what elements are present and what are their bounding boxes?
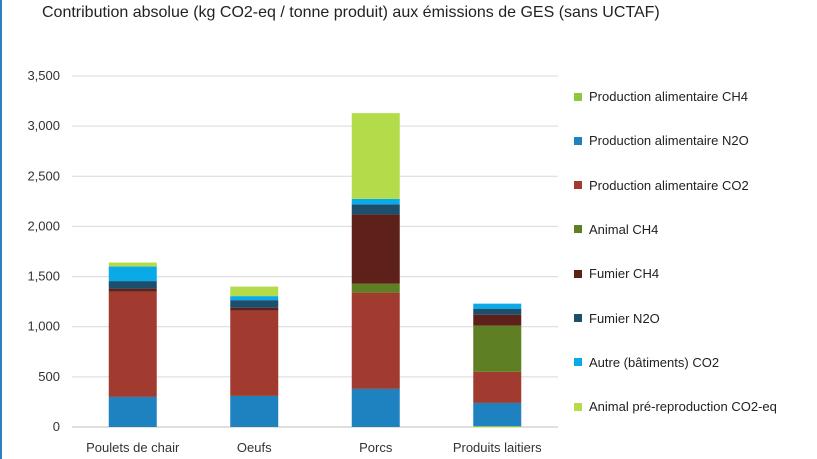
y-tick-label: 2,000 (27, 218, 60, 233)
y-tick-label: 1,500 (27, 269, 60, 284)
bar-segment (473, 308, 522, 315)
y-tick-label: 500 (38, 369, 60, 384)
legend-item: Production alimentaire CH4 (574, 89, 748, 104)
y-tick-label: 1,000 (27, 319, 60, 334)
chart-plot: 0 500 1,000 1,500 2,000 2,500 3,000 3,500 Poulet… (27, 68, 558, 455)
legend-swatch (574, 358, 582, 367)
bar-segment (473, 325, 522, 372)
bar-segment (473, 303, 522, 309)
legend-label: Production alimentaire CO2 (589, 177, 749, 193)
bar-segment (473, 371, 522, 403)
bar-segment (108, 266, 157, 282)
x-tick-label: Poulets de chair (86, 440, 180, 455)
legend-swatch (574, 402, 582, 411)
bar-segment (108, 262, 157, 267)
x-tick-label: Produits laitiers (453, 440, 542, 455)
chart-legend: Production alimentaire CH4 Production ali… (574, 0, 814, 459)
x-tick-label: Porcs (359, 440, 393, 455)
y-tick-label: 2,500 (27, 168, 60, 183)
bar-segment (230, 300, 279, 308)
legend-label: Animal CH4 (589, 221, 659, 237)
bar-segment (351, 113, 400, 199)
bar-segment (473, 314, 522, 326)
legend-label: Autre (bâtiments) CO2 (589, 354, 720, 370)
bar-segment (351, 214, 400, 284)
legend-label: Animal pré-reproduction CO2-eq (589, 399, 777, 415)
y-tick-label: 3,000 (27, 118, 60, 133)
bar-segment (230, 307, 279, 311)
bar-segment (351, 388, 400, 427)
legend-item: Autre (bâtiments) CO2 (574, 355, 719, 370)
bar-segment (351, 204, 400, 215)
legend-swatch (574, 136, 582, 145)
bar-segment (108, 291, 157, 397)
legend-swatch (574, 92, 582, 101)
legend-label: Production alimentaire CH4 (589, 89, 748, 104)
x-tick-label: Oeufs (237, 440, 272, 455)
bar-segment (473, 402, 522, 426)
bar-segment (351, 198, 400, 205)
legend-swatch (574, 269, 582, 278)
legend-label: Production alimentaire N2O (589, 133, 749, 149)
bar-segment (230, 296, 279, 301)
bar-segment (230, 310, 279, 396)
legend-item: Production alimentaire N2O (574, 133, 749, 148)
legend-item: Fumier N2O (574, 311, 660, 326)
bar-segment (230, 395, 279, 427)
chart-title: Contribution absolue (kg CO2-eq / tonne … (42, 4, 660, 21)
y-tick-label: 3,500 (27, 68, 60, 83)
bar-segment (351, 283, 400, 293)
bar-segment (230, 286, 279, 297)
bar-segment (108, 288, 157, 292)
legend-swatch (574, 225, 582, 234)
legend-swatch (574, 181, 582, 190)
legend-item: Fumier CH4 (574, 266, 659, 281)
bar-segment (351, 292, 400, 389)
legend-swatch (574, 314, 582, 322)
y-tick-label: 0 (53, 419, 60, 434)
legend-item: Production alimentaire CO2 (574, 178, 749, 193)
bar-segment (108, 281, 157, 289)
bar-segment (108, 396, 157, 427)
bar-segment (473, 425, 522, 427)
legend-label: Fumier CH4 (589, 266, 660, 282)
legend-item: Animal CH4 (574, 222, 658, 237)
legend-label: Fumier N2O (589, 310, 660, 326)
legend-item: Animal pré-reproduction CO2-eq (574, 399, 777, 414)
